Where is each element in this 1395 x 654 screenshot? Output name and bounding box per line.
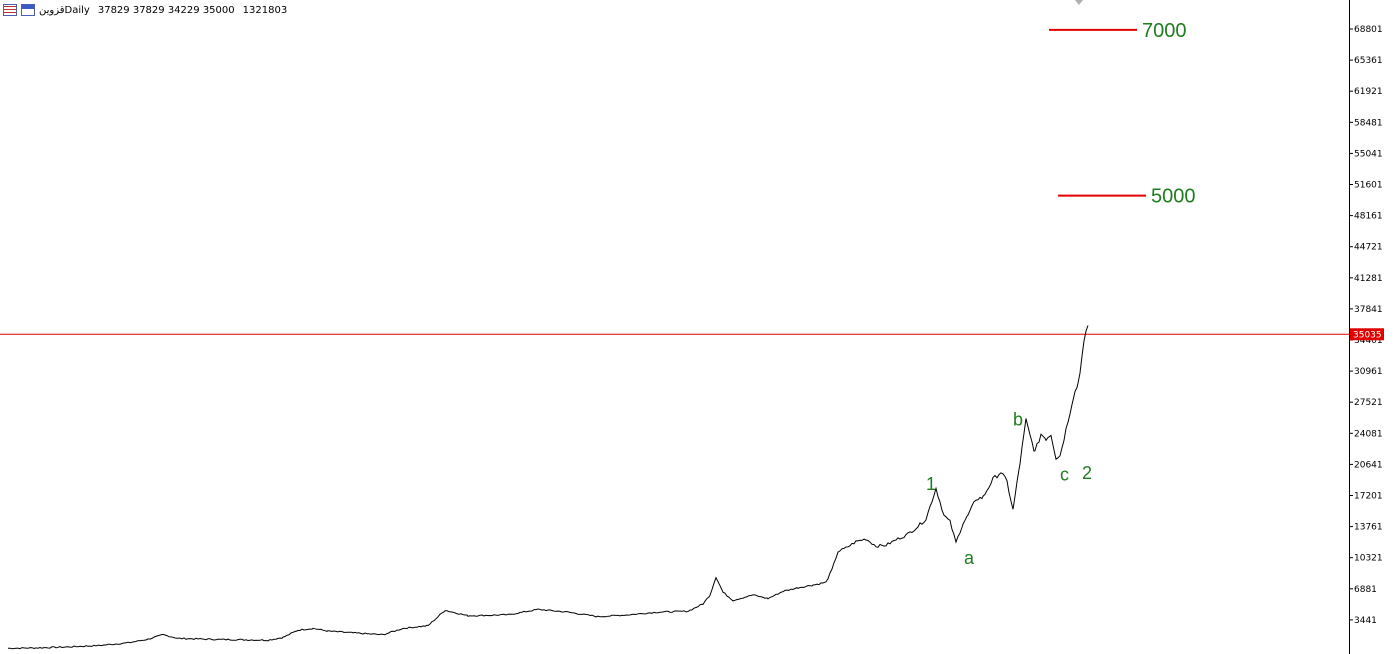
y-tick-label: 55041 — [1354, 149, 1383, 159]
y-tick-label: 24081 — [1354, 429, 1383, 439]
current-price-label: 35035 — [1353, 330, 1382, 340]
y-tick-label: 41281 — [1354, 274, 1383, 284]
target-label-5000: 5000 — [1151, 186, 1196, 208]
y-tick-label: 51601 — [1354, 181, 1383, 191]
y-tick-label: 27521 — [1354, 398, 1383, 408]
price-series-line — [7, 325, 1089, 650]
wave-label-1: 1 — [926, 474, 936, 494]
current-price-tag: 35035 — [1350, 328, 1384, 341]
y-tick-label: 48161 — [1354, 212, 1383, 222]
wave-label-a: a — [964, 548, 975, 568]
target-label-7000: 7000 — [1142, 20, 1187, 42]
wave-label-b: b — [1013, 410, 1023, 430]
volume-value: 1321803 — [242, 4, 288, 16]
chart-header: قزوين Daily 37829 37829 34229 35000 13218… — [0, 0, 1352, 20]
y-tick-label: 20641 — [1354, 460, 1383, 470]
ohlc-values: 37829 37829 34229 35000 — [97, 4, 235, 16]
y-tick-label: 65361 — [1354, 56, 1383, 66]
y-tick-label: 58481 — [1354, 118, 1383, 128]
scroll-marker-icon[interactable] — [1075, 0, 1083, 5]
y-tick-label: 68801 — [1354, 25, 1383, 35]
y-tick-label: 13761 — [1354, 523, 1383, 533]
y-tick-label: 34401 — [1354, 336, 1383, 346]
y-tick-label: 37841 — [1354, 305, 1383, 315]
y-tick-label: 61921 — [1354, 87, 1383, 97]
y-tick-label: 3441 — [1354, 616, 1377, 626]
y-tick-label: 30961 — [1354, 367, 1383, 377]
chart-grid-icon[interactable] — [3, 4, 17, 16]
y-tick-label: 17201 — [1354, 491, 1383, 501]
price-axis: 68801 65361 61921 58481 55041 51601 48161 44721… — [1349, 25, 1383, 626]
y-tick-label: 6881 — [1354, 585, 1377, 595]
wave-label-2: 2 — [1082, 463, 1092, 483]
chart-window-icon[interactable] — [21, 4, 35, 16]
symbol-name: قزوين — [39, 4, 65, 16]
y-tick-label: 44721 — [1354, 243, 1383, 253]
timeframe-label: Daily — [64, 4, 90, 16]
wave-label-c: c — [1060, 465, 1069, 485]
y-tick-label: 10321 — [1354, 554, 1383, 564]
